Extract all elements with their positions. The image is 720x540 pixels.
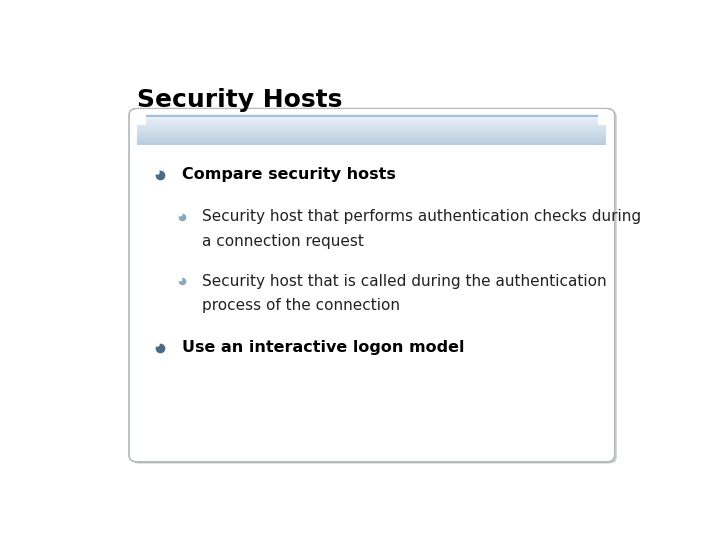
- Bar: [138, 124, 606, 125]
- Bar: [138, 141, 606, 142]
- Bar: [138, 122, 606, 123]
- Text: process of the connection: process of the connection: [202, 299, 400, 313]
- Bar: [132, 111, 145, 125]
- Bar: [138, 119, 606, 120]
- Bar: [138, 123, 606, 124]
- Bar: [138, 114, 606, 117]
- Bar: [138, 120, 606, 121]
- Bar: [138, 130, 606, 131]
- Bar: [138, 118, 606, 119]
- Bar: [138, 133, 606, 134]
- Bar: [138, 143, 606, 144]
- Bar: [138, 132, 606, 133]
- Bar: [138, 130, 606, 131]
- Bar: [138, 115, 606, 116]
- Text: a connection request: a connection request: [202, 234, 364, 249]
- Bar: [138, 122, 606, 123]
- Text: Use an interactive logon model: Use an interactive logon model: [182, 340, 464, 355]
- Bar: [138, 128, 606, 129]
- Bar: [138, 132, 606, 133]
- Bar: [138, 127, 606, 128]
- Bar: [138, 141, 606, 143]
- Bar: [138, 139, 606, 140]
- Text: Security host that performs authentication checks during: Security host that performs authenticati…: [202, 209, 641, 224]
- Bar: [138, 124, 606, 125]
- Bar: [138, 119, 606, 120]
- Bar: [138, 143, 606, 144]
- Bar: [138, 144, 606, 145]
- Bar: [138, 144, 606, 145]
- Bar: [138, 116, 606, 117]
- FancyBboxPatch shape: [131, 110, 617, 463]
- Bar: [138, 131, 606, 132]
- Text: Security Hosts: Security Hosts: [138, 87, 343, 112]
- Bar: [138, 139, 606, 140]
- Bar: [138, 115, 606, 116]
- Bar: [138, 114, 606, 115]
- Bar: [138, 134, 606, 135]
- Bar: [598, 111, 612, 125]
- Bar: [138, 135, 606, 136]
- Bar: [138, 127, 606, 128]
- Bar: [138, 129, 606, 130]
- FancyBboxPatch shape: [129, 109, 615, 462]
- Bar: [138, 120, 606, 121]
- Bar: [138, 142, 606, 143]
- Bar: [138, 140, 606, 141]
- Bar: [138, 126, 606, 127]
- Bar: [138, 125, 606, 126]
- Bar: [138, 140, 606, 141]
- Bar: [138, 117, 606, 118]
- Bar: [138, 137, 606, 138]
- Text: Security host that is called during the authentication: Security host that is called during the …: [202, 274, 606, 288]
- Bar: [138, 135, 606, 136]
- Bar: [138, 118, 606, 119]
- Bar: [138, 138, 606, 139]
- Text: Compare security hosts: Compare security hosts: [182, 167, 396, 183]
- Bar: [138, 136, 606, 137]
- Bar: [138, 131, 606, 132]
- Bar: [138, 121, 606, 122]
- Bar: [138, 123, 606, 124]
